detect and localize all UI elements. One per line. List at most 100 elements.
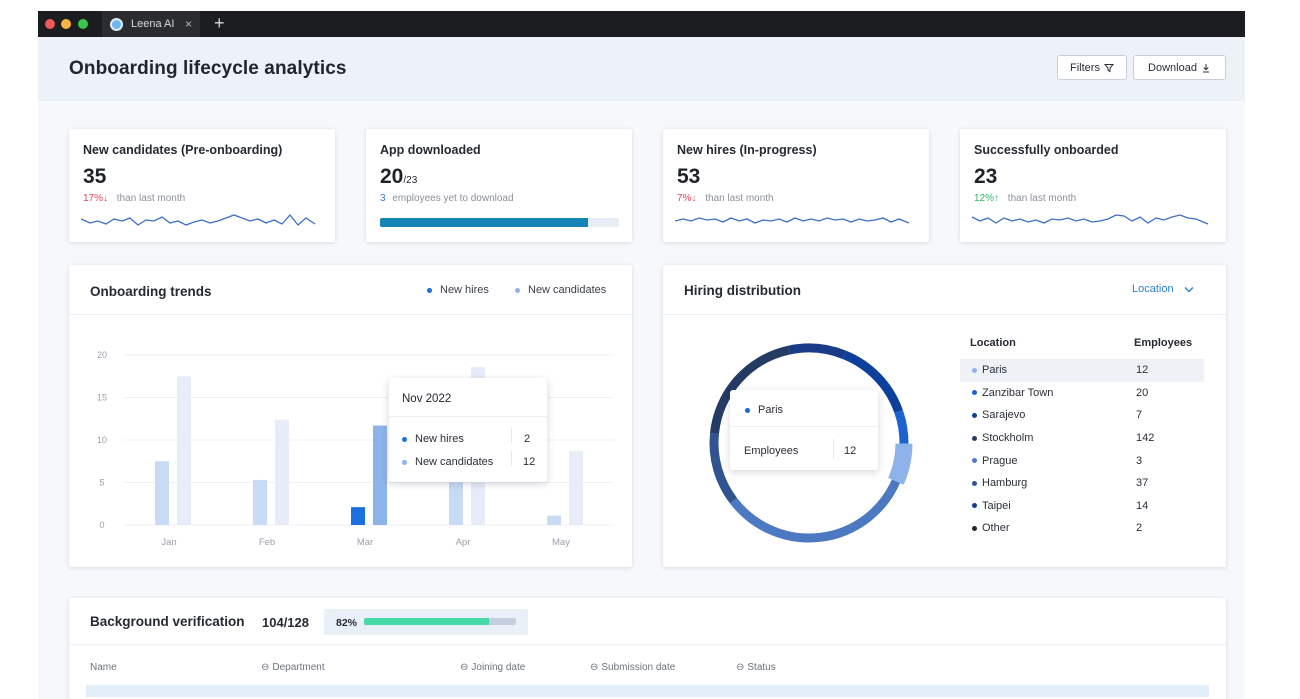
onboarding-trends-panel: Onboarding trends New hires New candidat… (69, 265, 632, 567)
column-header-joining-date[interactable]: ⊖ Joining date (460, 662, 525, 673)
location-row-sarajevo[interactable]: Sarajevo 7 (960, 404, 1204, 427)
column-label: Status (747, 662, 776, 673)
tab-title: Leena AI (131, 18, 175, 30)
sort-icon: ⊖ (590, 662, 599, 673)
donut-slice-paris[interactable] (888, 443, 913, 485)
minimize-window-button[interactable] (61, 19, 71, 29)
kpi-value: 20/23 (380, 165, 417, 189)
location-row-paris[interactable]: Paris 12 (960, 359, 1204, 382)
kpi-card-new-candidates: New candidates (Pre-onboarding) 35 17%↓ … (69, 129, 335, 242)
tooltip-location-label: Paris (758, 404, 784, 416)
download-button[interactable]: Download (1133, 55, 1226, 80)
donut-slice-prague[interactable] (729, 479, 901, 543)
verification-progress: 82% (324, 609, 528, 635)
bar-new-hires (351, 507, 365, 525)
legend-dot-icon (972, 503, 977, 509)
employee-count: 3 (1136, 454, 1143, 467)
legend-dot-icon (972, 412, 977, 418)
background-verification-panel: Background verification 104/128 82% Name… (69, 598, 1226, 699)
kpi-value-number: 20 (380, 165, 404, 188)
download-label: Download (1148, 61, 1197, 74)
location-row-stockholm[interactable]: Stockholm 142 (960, 427, 1204, 450)
download-progress-fill (380, 218, 588, 227)
donut-slice-sarajevo[interactable] (842, 350, 903, 414)
tooltip-location: Paris (745, 404, 783, 416)
new-tab-button[interactable]: + (214, 13, 225, 33)
legend-dot-icon (972, 525, 977, 531)
kpi-value: 23 (974, 165, 998, 188)
panel-divider (663, 314, 1226, 315)
column-header-name[interactable]: Name (90, 662, 117, 673)
tooltip-value: 12 (844, 445, 857, 457)
kpi-change: 7%↓ than last month (677, 193, 774, 204)
filters-button[interactable]: Filters (1057, 55, 1127, 80)
change-note: than last month (705, 193, 774, 204)
location-name: Hamburg (982, 477, 1028, 490)
sparkline-chart (675, 217, 910, 224)
change-note: than last month (1007, 193, 1077, 204)
column-label: Department (272, 662, 325, 673)
column-header-submission-date[interactable]: ⊖ Submission date (590, 662, 675, 673)
browser-window: Leena AI × + Onboarding lifecycle analyt… (38, 11, 1245, 699)
legend-dot-icon (402, 459, 407, 465)
browser-tab[interactable]: Leena AI × (102, 11, 200, 37)
location-name: Sarajevo (982, 409, 1026, 422)
location-row-hamburg[interactable]: Hamburg 37 (960, 472, 1204, 495)
x-tick-label: Mar (357, 537, 373, 548)
change-percent: 17% (83, 193, 104, 204)
kpi-title: New candidates (Pre-onboarding) (83, 143, 283, 157)
location-row-zanzibar-town[interactable]: Zanzibar Town 20 (960, 382, 1204, 405)
bar-new-hires (253, 479, 267, 525)
donut-slice-taipei[interactable] (787, 343, 847, 360)
employee-count: 20 (1136, 386, 1149, 399)
trends-bar-chart: 0 5 10 15 20 Jan Feb Mar Apr May (97, 350, 614, 548)
kpi-value: 53 (677, 165, 701, 188)
table-row[interactable] (86, 685, 1209, 697)
location-row-taipei[interactable]: Taipei 14 (960, 495, 1204, 518)
legend-dot-icon (972, 435, 977, 441)
donut-slice-hamburg[interactable] (709, 432, 738, 504)
tooltip-row-label: New candidates (415, 456, 494, 468)
donut-slice-zanzibar-town[interactable] (894, 409, 909, 444)
kpi-title: App downloaded (380, 143, 481, 157)
x-tick-label: Feb (259, 537, 275, 548)
location-name: Stockholm (982, 432, 1034, 445)
kpi-change: 17%↓ than last month (83, 193, 185, 204)
kpi-card-app-downloaded: App downloaded 20/23 3 employees yet to … (366, 129, 632, 242)
location-dropdown[interactable]: Location (1132, 283, 1194, 295)
column-header-employees: Employees (1134, 337, 1193, 349)
y-tick-label: 0 (99, 520, 104, 530)
bar-new-hires (155, 461, 169, 525)
column-header-department[interactable]: ⊖ Department (261, 662, 325, 673)
kpi-card-new-hires: New hires (In-progress) 53 7%↓ than last… (663, 129, 929, 242)
page-title: Onboarding lifecycle analytics (69, 58, 347, 79)
tooltip-separator (511, 428, 512, 443)
location-row-prague[interactable]: Prague 3 (960, 449, 1204, 472)
column-header-status[interactable]: ⊖ Status (736, 662, 776, 673)
panel-divider (69, 644, 1226, 645)
close-window-button[interactable] (45, 19, 55, 29)
bar-new-candidates (569, 451, 583, 525)
legend-new-candidates: New candidates (515, 284, 606, 296)
change-percent: 7% (677, 193, 692, 204)
legend-dot-icon (745, 407, 750, 413)
arrow-down-icon: ↓ (103, 193, 109, 204)
location-name: Other (982, 522, 1010, 535)
close-tab-icon[interactable]: × (184, 17, 192, 31)
maximize-window-button[interactable] (78, 19, 88, 29)
column-label: Joining date (471, 662, 526, 673)
donut-slice-stockholm[interactable] (710, 345, 790, 434)
location-name: Paris (982, 364, 1008, 377)
location-name: Taipei (982, 499, 1011, 512)
verification-count: 104/128 (262, 615, 309, 630)
sort-icon: ⊖ (261, 662, 270, 673)
sort-icon: ⊖ (460, 662, 469, 673)
legend-dot-icon (972, 458, 977, 464)
employee-count: 7 (1136, 409, 1143, 422)
tooltip-month: Nov 2022 (402, 393, 452, 405)
sparkline-chart (972, 214, 1209, 225)
tooltip-row-value: 12 (523, 456, 536, 468)
progress-track (364, 618, 516, 625)
location-row-other[interactable]: Other 2 (960, 517, 1204, 540)
sparkline-chart (81, 213, 316, 226)
